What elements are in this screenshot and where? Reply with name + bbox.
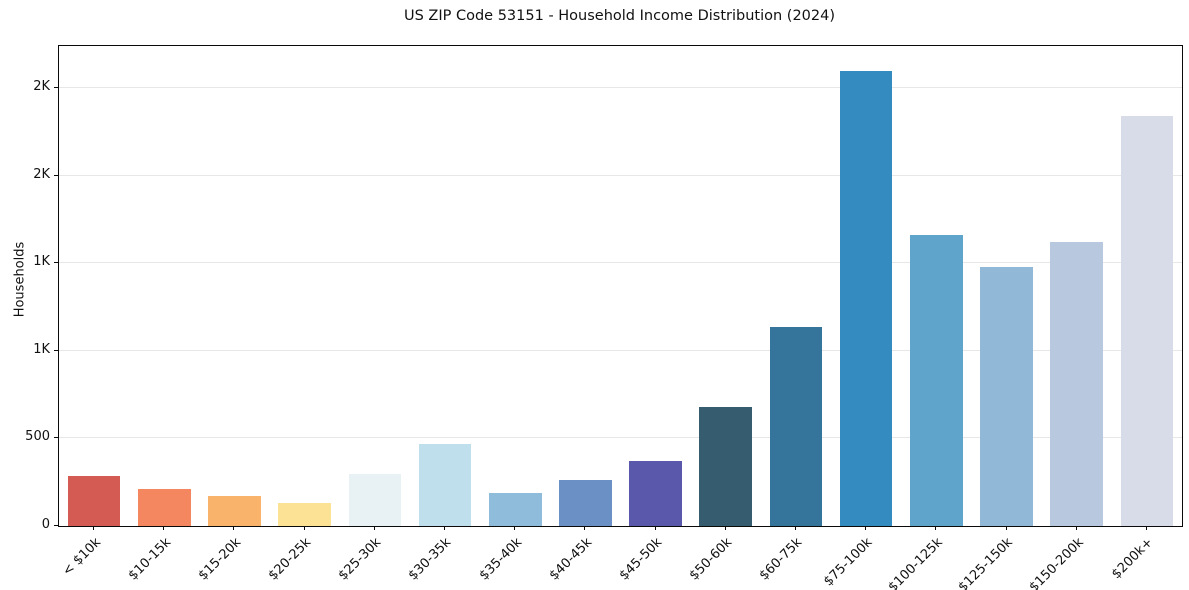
x-tick-mark [1005,526,1007,530]
x-tick-mark [303,526,305,530]
plot-area [58,45,1183,527]
x-tick-mark [654,526,656,530]
x-tick-mark [1145,526,1147,530]
x-tick-label: $30-35k [406,535,455,584]
bar-$75-100k [839,70,893,526]
x-tick-mark [724,526,726,530]
y-tick-mark [54,87,58,89]
y-tick-label: 500 [25,429,50,445]
y-tick-label: 0 [41,517,50,532]
x-tick-label: $40-45k [546,535,596,584]
x-tick-mark [865,526,867,530]
x-tick-label: $125-150k [955,535,1017,590]
bar-$100-125k [910,235,963,526]
x-tick-mark [935,526,937,530]
y-tick-label: 2K [33,166,50,182]
x-tick-label: $20-25k [265,535,315,584]
gridline [59,174,1182,176]
bar-$10-15k [137,489,191,526]
gridline [59,87,1182,89]
y-axis-label: Households [12,241,28,318]
bar-$30-35k [418,443,472,526]
x-tick-mark [444,526,446,530]
x-tick-mark [233,526,235,530]
x-tick-mark [163,526,165,530]
gridline [59,262,1182,264]
x-tick-label: < $10k [59,535,104,580]
x-tick-label: $10-15k [125,535,174,584]
gridline [59,349,1182,351]
y-tick-label: 2K [33,79,50,95]
y-tick-mark [54,262,58,264]
y-tick-label: 1K [33,341,50,357]
bar-$15-20k [208,496,261,526]
x-tick-mark [584,526,586,530]
y-tick-mark [54,174,58,176]
bar-$200k+ [1120,116,1174,526]
x-tick-label: $35-40k [476,535,525,584]
x-tick-mark [373,526,375,530]
bar-$60-75k [769,327,823,526]
bar-< $10k [67,476,121,526]
chart-title: US ZIP Code 53151 - Household Income Dis… [403,8,836,24]
y-tick-mark [54,525,58,526]
bar-$50-60k [699,406,753,526]
bar-$25-30k [348,474,402,526]
bar-$125-150k [980,266,1033,526]
x-tick-label: $100-125k [885,535,946,590]
bar-$45-50k [629,461,682,526]
bar-$20-25k [278,503,331,526]
x-tick-label: $45-50k [616,535,666,584]
x-tick-label: $50-60k [686,535,736,584]
bar-$35-40k [488,492,542,526]
y-tick-label: 1K [33,254,50,270]
x-tick-mark [794,526,796,530]
x-tick-mark [514,526,516,530]
bar-$40-45k [559,480,612,526]
x-tick-label: $75-100k [821,535,876,590]
x-tick-label: $25-30k [335,535,385,584]
gridline [59,437,1182,439]
bar-$150-200k [1050,242,1104,526]
y-tick-mark [54,437,58,439]
x-tick-label: $15-20k [195,535,245,584]
x-tick-label: $60-75k [757,535,806,584]
y-tick-mark [54,349,58,351]
x-tick-label: $200k+ [1109,535,1157,583]
x-tick-label: $150-200k [1026,535,1087,590]
x-tick-mark [1075,526,1077,530]
x-tick-mark [93,526,95,530]
